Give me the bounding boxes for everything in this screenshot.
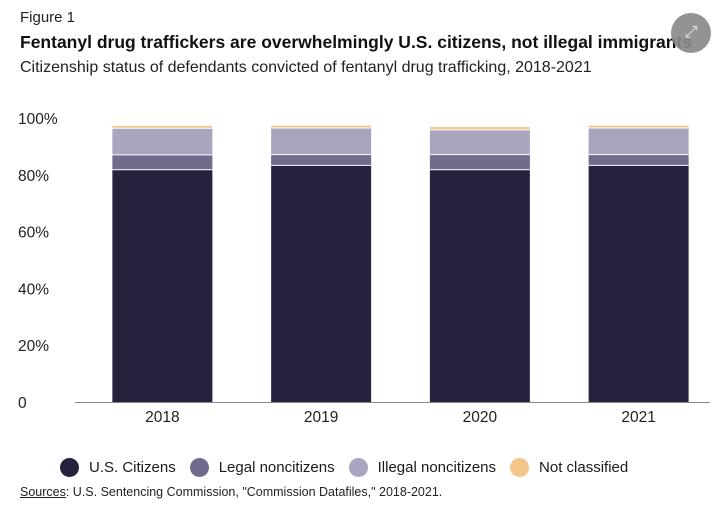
y-tick-label: 80% xyxy=(18,168,49,185)
legend-label: Illegal noncitizens xyxy=(377,459,497,476)
sources-label[interactable]: Sources xyxy=(20,485,66,499)
legend-item: Not classified xyxy=(510,458,628,477)
legend-item: Legal noncitizens xyxy=(189,458,335,477)
bar-segment-u-s-citizens-2021 xyxy=(588,165,689,402)
x-tick-label: 2018 xyxy=(145,409,179,426)
bar-segment-legal-noncitizens-2018 xyxy=(112,154,213,170)
bar-segment-legal-noncitizens-2019 xyxy=(271,154,372,166)
x-tick-label: 2021 xyxy=(621,409,655,426)
y-tick-label: 40% xyxy=(18,281,49,298)
bar-segment-u-s-citizens-2020 xyxy=(429,169,530,402)
y-tick-label: 20% xyxy=(18,338,49,355)
bar-segment-illegal-noncitizens-2018 xyxy=(112,128,213,155)
bar-segment-legal-noncitizens-2021 xyxy=(588,154,689,166)
sources-text: : U.S. Sentencing Commission, "Commissio… xyxy=(65,485,443,499)
expand-button[interactable]: ⤢ xyxy=(671,13,711,53)
bar-segment-illegal-noncitizens-2020 xyxy=(429,129,530,155)
bar-segment-not-classified-2018 xyxy=(112,125,213,129)
bar-segment-illegal-noncitizens-2019 xyxy=(271,127,372,155)
legend-label: U.S. Citizens xyxy=(89,459,176,476)
legend-swatch xyxy=(510,458,530,477)
bar-segment-not-classified-2019 xyxy=(271,125,372,128)
x-tick-label: 2019 xyxy=(304,409,338,426)
y-tick-label: 60% xyxy=(18,225,49,242)
chart-title: Fentanyl drug traffickers are overwhelmi… xyxy=(20,32,692,52)
bar-segment-not-classified-2020 xyxy=(429,127,530,130)
bar-segment-u-s-citizens-2019 xyxy=(271,165,372,402)
bar-segment-u-s-citizens-2018 xyxy=(112,169,213,402)
legend-label: Legal noncitizens xyxy=(218,459,335,476)
legend-item: U.S. Citizens xyxy=(60,458,176,477)
legend-swatch xyxy=(189,458,209,477)
figure-label: Figure 1 xyxy=(20,9,76,26)
legend-swatch xyxy=(60,458,79,477)
bar-segment-illegal-noncitizens-2021 xyxy=(588,127,689,155)
sources-note: Sources: U.S. Sentencing Commission, "Co… xyxy=(20,485,442,499)
expand-icon: ⤢ xyxy=(684,24,698,41)
x-tick-label: 2020 xyxy=(463,409,498,426)
y-tick-label: 100% xyxy=(18,111,58,128)
chart-subtitle: Citizenship status of defendants convict… xyxy=(20,59,592,76)
legend-swatch xyxy=(348,458,368,477)
stacked-bar-chart: 0 20% 40% 60% 80% 100% 2018 2019 2020 2021 xyxy=(18,111,710,426)
y-tick-label: 0 xyxy=(18,395,27,412)
bar-segment-legal-noncitizens-2020 xyxy=(429,154,530,170)
legend-item: Illegal noncitizens xyxy=(348,458,497,477)
bar-segment-not-classified-2021 xyxy=(588,125,689,128)
chart-legend: U.S. Citizens Legal noncitizens Illegal no… xyxy=(60,458,642,477)
legend-label: Not classified xyxy=(539,459,629,476)
